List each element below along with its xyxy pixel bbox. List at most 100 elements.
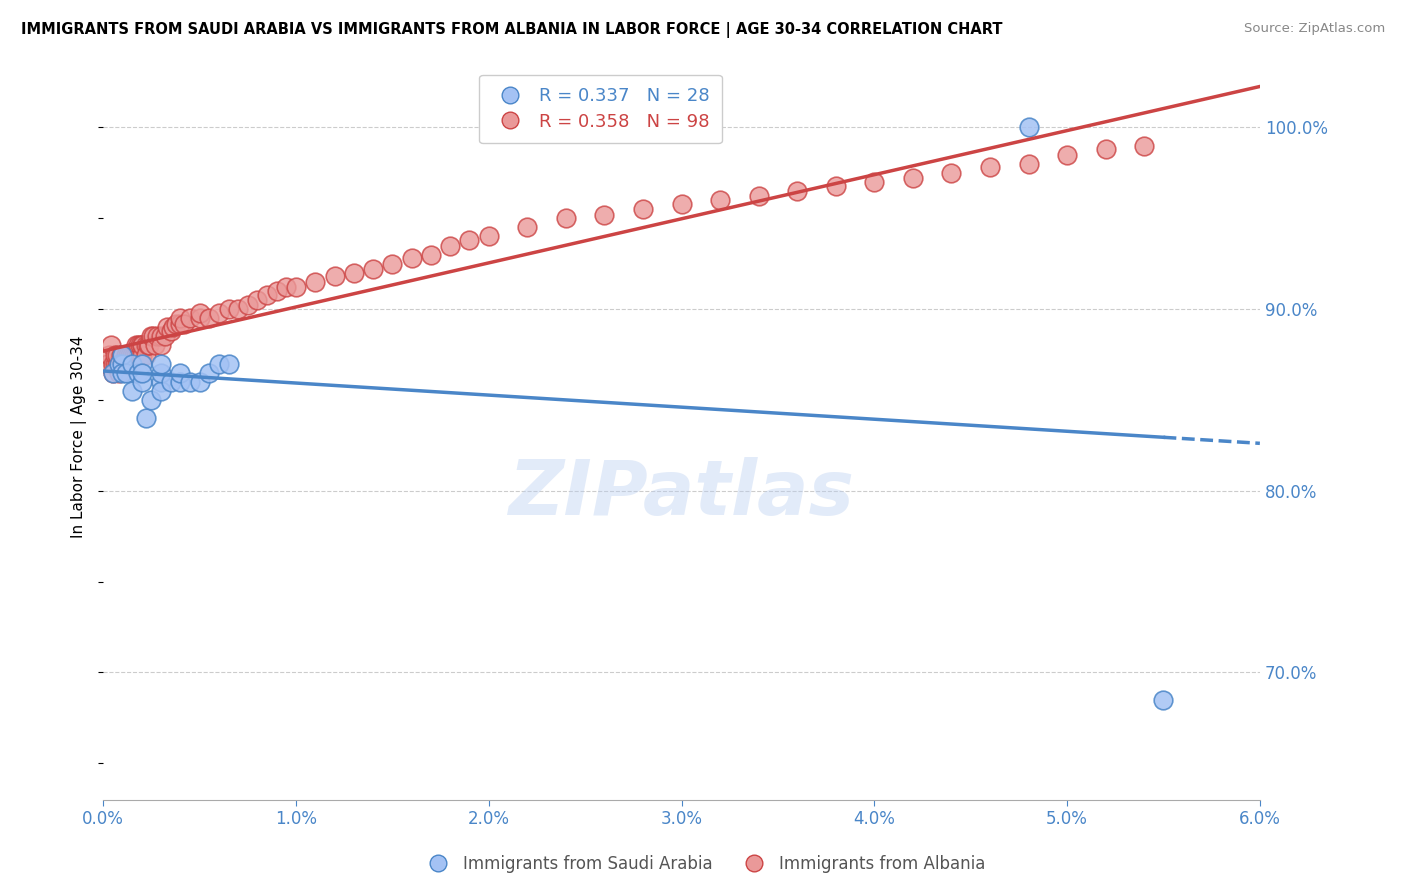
Point — [786, 184, 808, 198]
Point — [150, 384, 173, 398]
Point — [419, 247, 441, 261]
Point — [169, 317, 191, 331]
Point — [516, 220, 538, 235]
Point — [111, 357, 134, 371]
Point — [105, 347, 128, 361]
Point — [188, 375, 211, 389]
Text: IMMIGRANTS FROM SAUDI ARABIA VS IMMIGRANTS FROM ALBANIA IN LABOR FORCE | AGE 30-: IMMIGRANTS FROM SAUDI ARABIA VS IMMIGRAN… — [21, 22, 1002, 38]
Point — [1153, 692, 1175, 706]
Point — [110, 347, 132, 361]
Point — [111, 357, 134, 371]
Point — [131, 375, 153, 389]
Point — [285, 280, 308, 294]
Point — [98, 347, 121, 361]
Point — [188, 311, 211, 326]
Point — [198, 366, 221, 380]
Point — [554, 211, 576, 226]
Point — [128, 347, 150, 361]
Point — [439, 238, 461, 252]
Point — [120, 357, 142, 371]
Text: Source: ZipAtlas.com: Source: ZipAtlas.com — [1244, 22, 1385, 36]
Point — [159, 375, 181, 389]
Point — [111, 357, 134, 371]
Point — [141, 392, 163, 407]
Point — [111, 347, 134, 361]
Point — [458, 233, 481, 247]
Point — [1133, 138, 1156, 153]
Point — [115, 366, 138, 380]
Point — [173, 317, 195, 331]
Point — [135, 411, 157, 425]
Point — [146, 329, 169, 343]
Legend: R = 0.337   N = 28, R = 0.358   N = 98: R = 0.337 N = 28, R = 0.358 N = 98 — [479, 75, 723, 144]
Point — [120, 347, 142, 361]
Point — [266, 284, 288, 298]
Point — [136, 338, 159, 352]
Point — [150, 338, 173, 352]
Point — [979, 161, 1001, 175]
Point — [104, 357, 127, 371]
Point — [104, 347, 127, 361]
Point — [111, 347, 134, 361]
Point — [256, 287, 278, 301]
Point — [131, 357, 153, 371]
Point — [131, 366, 153, 380]
Point — [208, 306, 231, 320]
Point — [276, 280, 298, 294]
Point — [107, 357, 129, 371]
Point — [107, 357, 129, 371]
Point — [1094, 142, 1116, 156]
Point — [111, 366, 134, 380]
Point — [122, 357, 145, 371]
Point — [169, 366, 191, 380]
Point — [107, 366, 129, 380]
Point — [117, 347, 139, 361]
Point — [150, 375, 173, 389]
Point — [824, 178, 846, 193]
Point — [143, 338, 166, 352]
Point — [236, 298, 259, 312]
Point — [111, 347, 134, 361]
Point — [1018, 157, 1040, 171]
Point — [246, 293, 269, 307]
Point — [1018, 120, 1040, 135]
Point — [96, 357, 118, 371]
Point — [127, 347, 149, 361]
Point — [127, 366, 149, 380]
Point — [121, 357, 143, 371]
Point — [941, 166, 963, 180]
Point — [863, 175, 886, 189]
Point — [121, 347, 143, 361]
Point — [304, 275, 326, 289]
Point — [381, 257, 404, 271]
Point — [361, 262, 384, 277]
Point — [127, 338, 149, 352]
Point — [142, 329, 165, 343]
Point — [179, 311, 201, 326]
Point — [153, 329, 176, 343]
Point — [226, 302, 249, 317]
Point — [169, 375, 191, 389]
Point — [166, 317, 188, 331]
Point — [748, 189, 770, 203]
Point — [122, 347, 145, 361]
Point — [121, 384, 143, 398]
Point — [121, 357, 143, 371]
Point — [115, 347, 138, 361]
Point — [128, 338, 150, 352]
Point — [135, 347, 157, 361]
Point — [188, 306, 211, 320]
Point — [141, 329, 163, 343]
Point — [198, 311, 221, 326]
Point — [125, 338, 148, 352]
Point — [138, 338, 160, 352]
Text: ZIPatlas: ZIPatlas — [509, 458, 855, 532]
Point — [218, 302, 240, 317]
Point — [323, 269, 346, 284]
Point — [1056, 147, 1078, 161]
Y-axis label: In Labor Force | Age 30-34: In Labor Force | Age 30-34 — [72, 335, 87, 538]
Point — [218, 357, 240, 371]
Point — [150, 366, 173, 380]
Point — [100, 338, 122, 352]
Point — [156, 320, 179, 334]
